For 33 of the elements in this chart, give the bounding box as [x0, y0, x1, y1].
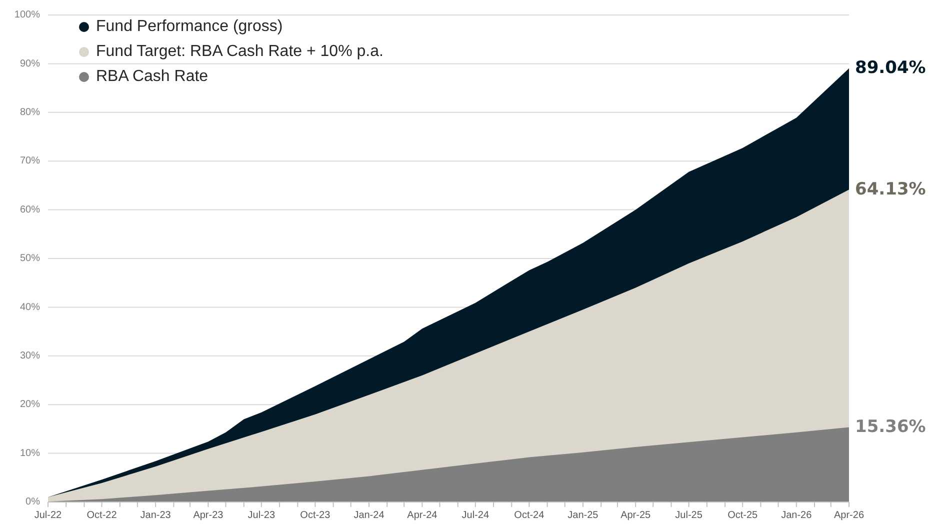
- y-tick-label: 100%: [14, 10, 40, 21]
- x-tick-label: Jul-23: [248, 510, 276, 521]
- y-tick-label: 20%: [20, 399, 40, 410]
- x-tick-label: Jan-23: [140, 510, 172, 521]
- x-tick-label: Apr-23: [193, 510, 224, 521]
- x-tick-label: Apr-25: [620, 510, 652, 521]
- x-tick-label: Jan-24: [354, 510, 385, 521]
- y-tick-label: 40%: [20, 302, 40, 313]
- y-tick-label: 80%: [20, 107, 40, 118]
- y-tick-label: 10%: [20, 448, 40, 459]
- data-label: 64.13%: [855, 179, 926, 200]
- x-tick-label: Jan-26: [781, 510, 812, 521]
- y-tick-label: 70%: [20, 156, 40, 167]
- y-tick-label: 30%: [20, 350, 40, 362]
- x-tick-label: Apr-26: [834, 510, 864, 521]
- legend-label: RBA Cash Rate: [96, 68, 208, 86]
- y-tick-label: 60%: [20, 204, 40, 216]
- y-tick-label: 90%: [20, 58, 40, 70]
- x-tick-label: Oct-25: [728, 510, 758, 521]
- x-tick-label: Apr-24: [407, 510, 438, 521]
- x-tick-label: Jul-25: [675, 510, 703, 521]
- data-label: 89.04%: [855, 58, 926, 78]
- x-tick-label: Oct-23: [300, 510, 331, 521]
- x-tick-label: Oct-22: [86, 510, 118, 521]
- y-tick-label: 50%: [20, 253, 40, 264]
- y-tick-label: 0%: [26, 496, 40, 508]
- x-tick-label: Jul-24: [462, 510, 490, 521]
- legend-label: Fund Performance (gross): [96, 18, 283, 36]
- x-tick-label: Jul-22: [34, 510, 62, 521]
- data-label: 15.36%: [855, 416, 926, 437]
- x-tick-label: Jan-25: [568, 510, 599, 521]
- x-tick-label: Oct-24: [514, 510, 545, 521]
- legend-label: Fund Target: RBA Cash Rate + 10% p.a.: [96, 43, 384, 60]
